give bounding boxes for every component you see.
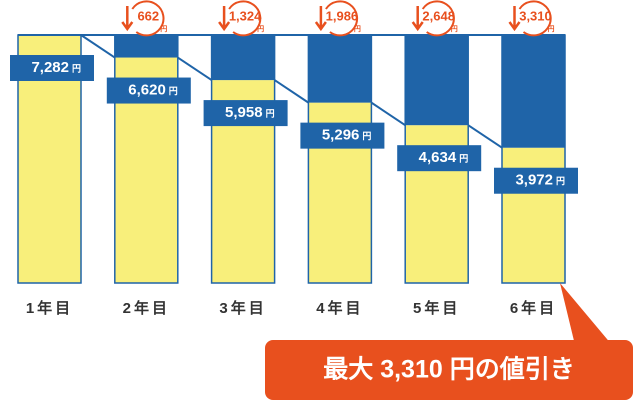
callout-pointer — [560, 283, 612, 345]
value-label-number: 6,620 — [128, 82, 166, 99]
discount-ring — [518, 0, 552, 37]
value-label-box — [10, 55, 94, 81]
callout — [265, 340, 633, 400]
value-label-unit: 円 — [556, 176, 565, 186]
connector — [80, 34, 116, 59]
value-label-number: 7,282 — [31, 59, 69, 76]
value-label-unit: 円 — [362, 131, 371, 141]
bar — [502, 35, 565, 148]
discount-ring — [131, 0, 165, 37]
discount-arrow — [411, 6, 424, 32]
discount-label: 2,648 — [422, 8, 455, 23]
bar — [114, 35, 178, 58]
discount-label: 1,986 — [326, 8, 359, 23]
bar — [308, 35, 372, 103]
connector — [370, 101, 406, 127]
value-label-number: 4,634 — [419, 149, 457, 166]
discount-label: 3,310 — [519, 8, 552, 23]
value-label: 5,958 円 — [203, 100, 288, 127]
callout-text: 最大 3,310 円の値引き — [323, 356, 574, 384]
value-label-box — [203, 100, 288, 127]
connector — [177, 56, 213, 81]
value-label-unit: 円 — [169, 86, 178, 96]
value-label-box — [494, 167, 578, 194]
x-tick-label: 2年目 — [123, 299, 170, 317]
discount-arrow — [121, 6, 134, 32]
bar — [405, 35, 469, 126]
connector — [274, 79, 309, 104]
x-tick-label: 3年目 — [219, 299, 266, 317]
value-label: 4,634 円 — [397, 145, 482, 172]
value-label-unit: 円 — [459, 154, 468, 164]
discount-label: 662 — [137, 8, 159, 23]
x-tick-label: 4年目 — [316, 299, 363, 317]
x-tick-label: 1年目 — [26, 299, 73, 317]
value-label-unit: 円 — [266, 108, 275, 118]
discount-arrow — [508, 6, 521, 32]
discount-arrow — [314, 6, 327, 32]
x-tick-label: 6年目 — [510, 299, 557, 317]
discount-unit: 円 — [257, 25, 264, 33]
value-label: 7,282 円 — [10, 55, 94, 81]
discount-unit: 円 — [160, 25, 167, 33]
discount-ring — [228, 0, 262, 37]
discount-ring — [421, 0, 455, 37]
value-label-box — [106, 77, 191, 104]
value-label: 3,972 円 — [494, 167, 578, 194]
value-label-unit: 円 — [72, 63, 81, 73]
x-tick-label: 5年目 — [413, 299, 460, 317]
value-label-box — [300, 122, 385, 149]
value-label-number: 5,958 — [225, 104, 263, 121]
bar — [211, 35, 275, 81]
discount-unit: 円 — [451, 25, 458, 33]
value-label: 5,296 円 — [300, 122, 385, 149]
value-label-number: 5,296 — [322, 127, 360, 144]
value-label: 6,620 円 — [106, 77, 191, 104]
value-label-box — [397, 145, 482, 172]
discount-arrow — [218, 6, 231, 32]
discount-unit: 円 — [354, 25, 361, 33]
connector — [467, 124, 503, 149]
discount-ring — [325, 0, 359, 37]
discount-label: 1,324 — [229, 8, 262, 23]
discount-unit: 円 — [548, 25, 555, 33]
value-label-number: 3,972 — [515, 172, 553, 189]
